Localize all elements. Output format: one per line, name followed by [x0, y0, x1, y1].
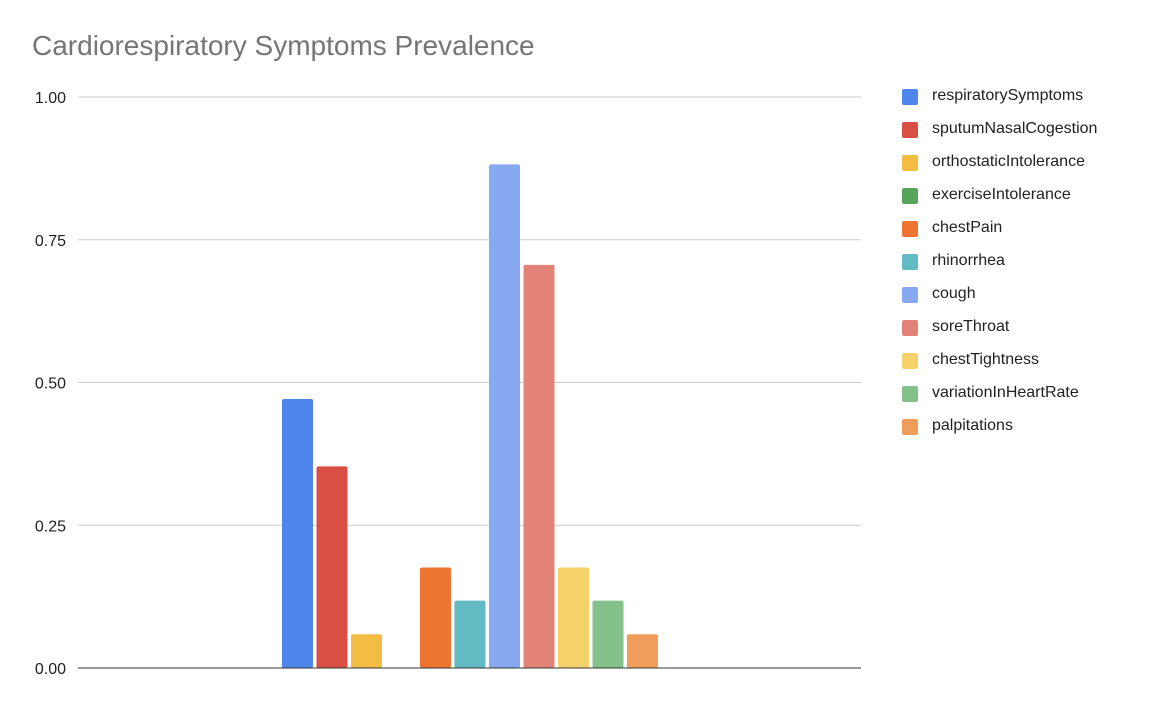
y-tick-label: 0.50: [35, 376, 66, 393]
legend-swatch: [902, 254, 918, 270]
bar-chestTightness[interactable]: [558, 567, 589, 668]
chart-title: Cardiorespiratory Symptoms Prevalence: [32, 30, 535, 61]
legend-swatch: [902, 320, 918, 336]
bar-orthostaticIntolerance[interactable]: [351, 634, 382, 668]
legend-swatch: [902, 419, 918, 435]
bar-rhinorrhea[interactable]: [454, 600, 486, 668]
legend-swatch: [902, 386, 918, 402]
legend-swatch: [902, 221, 918, 237]
bar-cough[interactable]: [489, 164, 520, 669]
legend-swatch: [902, 122, 918, 138]
legend-label: cough: [932, 285, 976, 302]
legend-label: soreThroat: [932, 318, 1010, 335]
legend-swatch: [902, 188, 918, 204]
legend-label: chestTightness: [932, 351, 1040, 368]
legend-swatch: [902, 287, 918, 303]
legend-label: sputumNasalCogestion: [932, 120, 1098, 137]
legend-label: palpitations: [932, 417, 1013, 434]
bar-sputumNasalCogestion[interactable]: [316, 466, 348, 668]
bar-respiratorySymptoms[interactable]: [282, 399, 313, 668]
y-tick-label: 1.00: [35, 90, 66, 107]
bars: [282, 164, 658, 669]
bar-variationInHeartRate[interactable]: [592, 600, 624, 668]
legend-label: respiratorySymptoms: [932, 87, 1084, 104]
y-tick-label: 0.00: [35, 661, 66, 678]
y-axis-ticks: 0.00 0.25 0.50 0.75 1.00: [35, 90, 66, 678]
bar-palpitations[interactable]: [627, 634, 658, 668]
legend-swatch: [902, 155, 918, 171]
legend-swatch: [902, 353, 918, 369]
legend-label: variationInHeartRate: [932, 384, 1079, 401]
legend-label: exerciseIntolerance: [932, 186, 1071, 203]
bar-chestPain[interactable]: [420, 567, 451, 668]
bar-soreThroat[interactable]: [523, 264, 555, 668]
gridlines: [78, 96, 861, 526]
legend-label: orthostaticIntolerance: [932, 153, 1085, 170]
legend-swatch: [902, 89, 918, 105]
y-tick-label: 0.25: [35, 518, 66, 535]
y-tick-label: 0.75: [35, 233, 66, 250]
legend-label: chestPain: [932, 219, 1003, 236]
legend-label: rhinorrhea: [932, 252, 1005, 269]
